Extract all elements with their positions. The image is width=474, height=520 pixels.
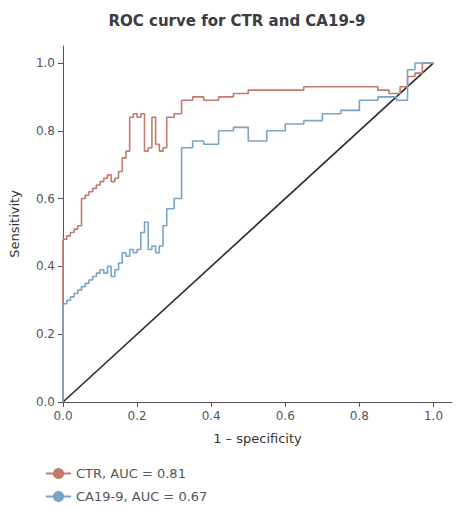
svg-text:ROC curve for CTR and CA19-9: ROC curve for CTR and CA19-9 [108,12,365,30]
svg-text:1.0: 1.0 [424,409,443,423]
svg-text:0.4: 0.4 [36,259,55,273]
svg-text:0.2: 0.2 [128,409,147,423]
svg-text:1 – specificity: 1 – specificity [213,431,302,446]
svg-text:CTR, AUC = 0.81: CTR, AUC = 0.81 [76,466,186,481]
svg-text:0.6: 0.6 [276,409,295,423]
svg-text:CA19‑9, AUC = 0.67: CA19‑9, AUC = 0.67 [76,489,207,504]
svg-text:Sensitivity: Sensitivity [7,190,22,258]
svg-text:0.8: 0.8 [36,124,55,138]
svg-text:0.6: 0.6 [36,192,55,206]
svg-text:0.8: 0.8 [350,409,369,423]
svg-text:1.0: 1.0 [36,56,55,70]
svg-text:0.0: 0.0 [36,395,55,409]
svg-text:0.4: 0.4 [202,409,221,423]
svg-text:0.2: 0.2 [36,327,55,341]
svg-text:0.0: 0.0 [53,409,72,423]
